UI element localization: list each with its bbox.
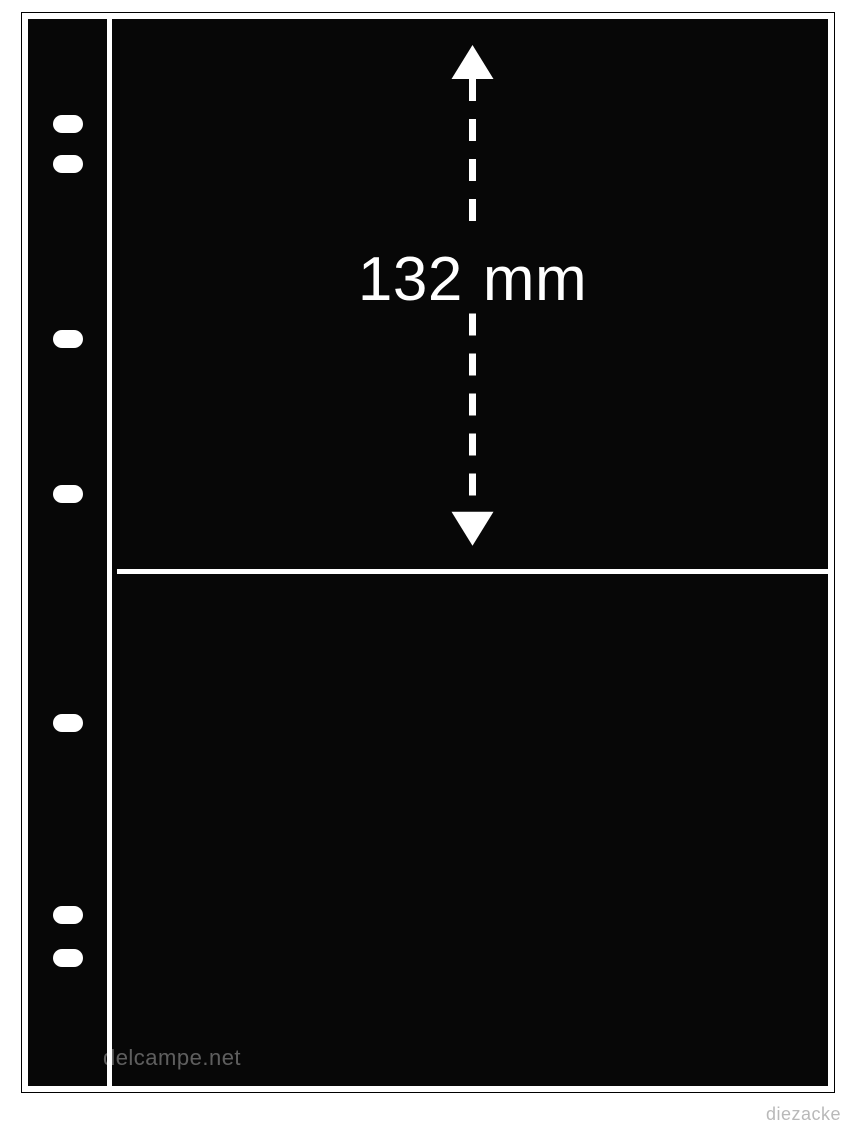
- watermark-text: delcampe.net: [103, 1045, 241, 1071]
- pocket-divider: [117, 569, 828, 574]
- stock-sheet: 132 mm delcampe.net: [22, 13, 834, 1092]
- binder-hole: [53, 714, 83, 732]
- binder-hole: [53, 115, 83, 133]
- binder-hole: [53, 906, 83, 924]
- dimension-unit: mm: [483, 244, 587, 315]
- binder-hole: [53, 485, 83, 503]
- dimension-value: 132: [358, 244, 463, 315]
- dimension-arrow: [117, 19, 828, 572]
- binder-hole: [53, 155, 83, 173]
- brand-text: diezacke: [766, 1104, 841, 1125]
- dimension-indicator: 132 mm: [117, 19, 828, 572]
- binder-hole: [53, 949, 83, 967]
- binder-hole: [53, 330, 83, 348]
- binding-margin: [28, 19, 112, 1086]
- dimension-label: 132 mm: [358, 244, 587, 315]
